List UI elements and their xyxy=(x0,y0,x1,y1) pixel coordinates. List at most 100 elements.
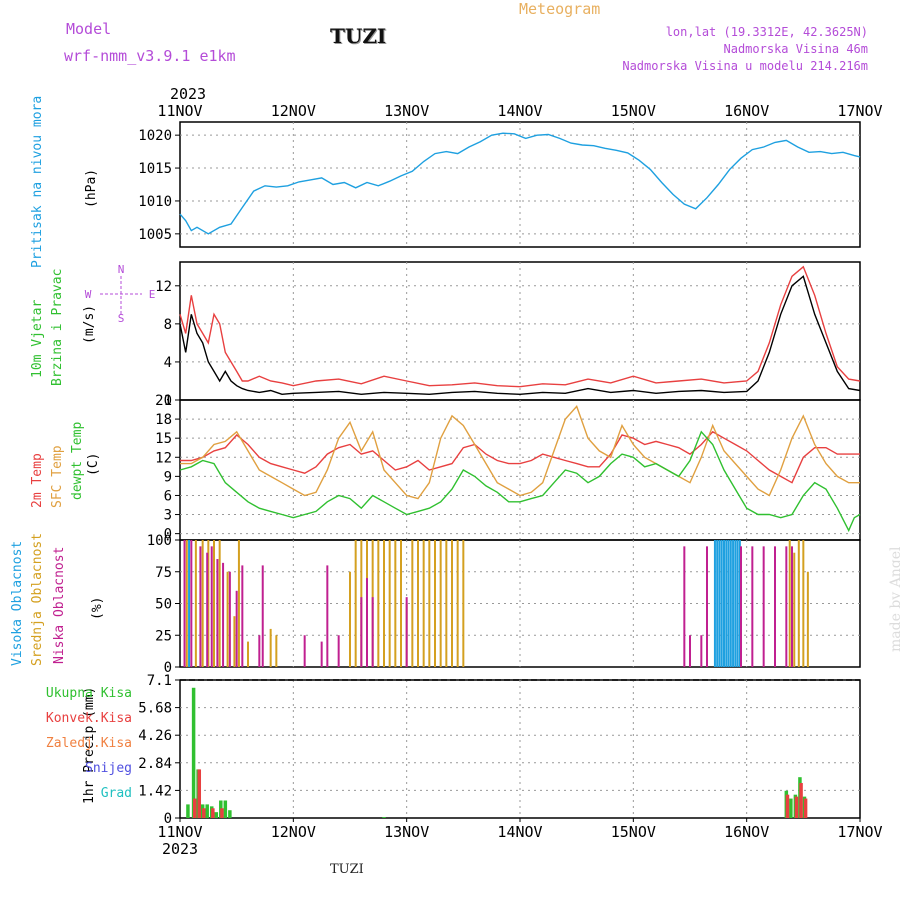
panel-frame xyxy=(179,399,861,541)
y-tick-label: 3 xyxy=(164,508,172,524)
x-tick-label-bottom: 13NOV xyxy=(384,823,429,841)
legend-total-rain: Ukupna Kisa xyxy=(45,686,132,701)
bar xyxy=(303,635,306,667)
temp-series-label-2: SFC Temp xyxy=(50,445,65,508)
compass-s: S xyxy=(118,312,125,325)
y-tick-label: 21 xyxy=(155,393,172,409)
bar xyxy=(354,540,357,667)
bar xyxy=(371,597,374,667)
bar xyxy=(394,540,397,667)
model-label: Model xyxy=(66,20,112,38)
bar xyxy=(706,546,708,667)
bar xyxy=(185,540,188,667)
x-tick-label-top: 17NOV xyxy=(837,102,882,120)
bar xyxy=(405,597,408,667)
x-tick-label-top: 14NOV xyxy=(497,102,542,120)
legend-snow: Snijeg xyxy=(85,761,132,776)
bar xyxy=(228,810,232,818)
bar xyxy=(797,540,800,667)
bar xyxy=(207,540,210,667)
product-title: Meteogram xyxy=(519,0,601,18)
y-tick-label: 25 xyxy=(155,628,172,644)
temp-series-label-1: 2m Temp xyxy=(30,453,45,508)
coords-label: lon,lat (19.3312E, 42.3625N) xyxy=(665,25,868,39)
bar xyxy=(794,796,799,818)
bar xyxy=(793,552,796,667)
bar xyxy=(799,783,803,818)
bar xyxy=(241,565,244,667)
bar xyxy=(788,540,791,667)
bar xyxy=(226,571,229,667)
bar xyxy=(269,628,272,667)
bar xyxy=(762,546,765,667)
y-tick-label: 15 xyxy=(155,431,172,447)
x-tick-label-bottom: 14NOV xyxy=(497,823,542,841)
bar xyxy=(275,635,278,667)
bar xyxy=(789,798,793,818)
wind-series-label-1: 10m Vjetar xyxy=(30,299,45,378)
bar xyxy=(197,769,202,818)
legend-conv-rain: Konvek.Kisa xyxy=(45,711,132,726)
series-line xyxy=(179,430,861,533)
temp-series-label-3: dewpt Temp xyxy=(70,421,85,500)
bar xyxy=(360,597,363,667)
y-tick-label: 8 xyxy=(164,317,172,333)
credit-watermark: made by Angel xyxy=(888,546,900,653)
bar xyxy=(183,540,186,667)
cloud-series-label-1: Visoka Oblacnost xyxy=(10,540,25,666)
y-tick-label: 4.26 xyxy=(138,728,172,744)
series-line xyxy=(180,430,860,484)
bar xyxy=(723,540,725,667)
bar xyxy=(740,546,742,667)
model-name: wrf-nmm_v3.9.1 e1km xyxy=(64,47,236,65)
bar xyxy=(736,540,739,667)
y-tick-label: 1.42 xyxy=(138,783,172,799)
bar xyxy=(713,540,716,667)
bar xyxy=(377,540,380,667)
bar xyxy=(202,808,206,818)
bar xyxy=(211,808,215,818)
bar xyxy=(220,808,224,818)
y-tick-label: 0 xyxy=(164,527,172,543)
pressure-series-label: Pritisak na nivou mora xyxy=(30,95,45,268)
bar xyxy=(803,798,808,818)
bar xyxy=(222,562,225,667)
bar xyxy=(206,552,209,667)
bar xyxy=(725,540,728,667)
bar xyxy=(785,794,790,818)
bar xyxy=(188,540,191,667)
bar xyxy=(434,540,436,667)
elevation-label: Nadmorska Visina 46m xyxy=(723,42,869,56)
bar xyxy=(422,540,425,667)
x-tick-label-bottom: 12NOV xyxy=(271,823,316,841)
bar xyxy=(718,540,721,667)
bar xyxy=(439,540,442,667)
bar xyxy=(205,804,209,818)
bar xyxy=(190,540,193,667)
series-line xyxy=(179,275,861,396)
series-line xyxy=(179,265,861,388)
bar xyxy=(199,546,202,667)
bar xyxy=(734,540,737,667)
y-tick-label: 75 xyxy=(155,565,172,581)
bar xyxy=(261,565,264,667)
y-tick-label: 1010 xyxy=(138,194,172,210)
bar xyxy=(700,635,703,667)
bar xyxy=(216,559,219,667)
cloud-unit-label: (%) xyxy=(90,596,105,620)
x-tick-label-bottom: 11NOV xyxy=(157,823,202,841)
bar xyxy=(349,571,351,667)
y-tick-label: 50 xyxy=(155,597,172,613)
bar xyxy=(247,641,249,667)
bar xyxy=(213,540,215,667)
y-tick-label: 1020 xyxy=(138,128,172,144)
bar xyxy=(228,571,231,667)
y-tick-label: 12 xyxy=(155,450,172,466)
bar xyxy=(191,687,196,818)
compass-n: N xyxy=(118,263,125,276)
bar xyxy=(428,540,431,667)
bar xyxy=(382,817,386,818)
bar xyxy=(451,540,453,667)
pressure-unit-label: (hPa) xyxy=(84,168,99,208)
